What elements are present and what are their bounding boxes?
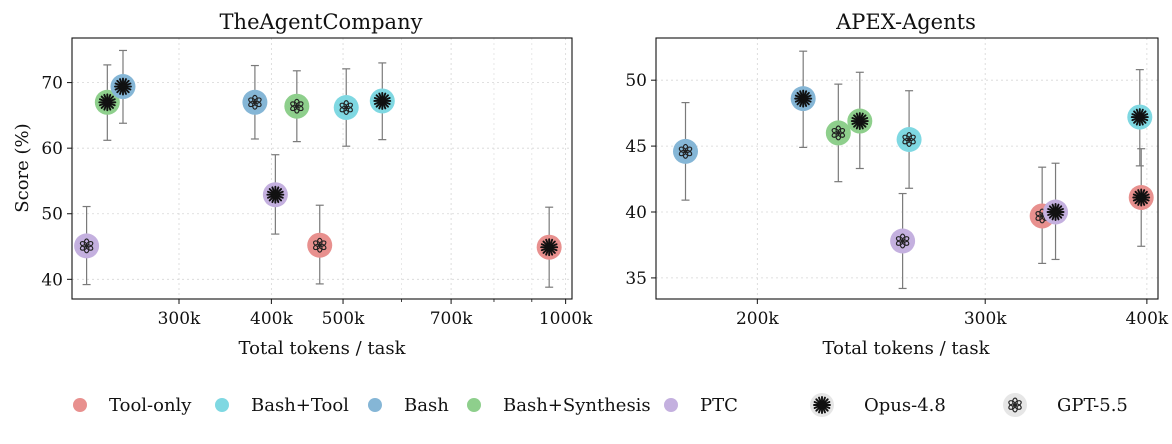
asterisk-icon [373,92,392,110]
point-bash-opus-4-8 [110,49,136,124]
y-tick-label: 45 [625,137,647,157]
legend-item-gpt-5-5: GPT-5.5 [1003,393,1128,417]
point-bash-synthesis-opus-4-8 [847,71,873,170]
legend-item-ptc: PTC [664,395,738,416]
point-bash-synthesis-opus-4-8 [94,64,120,141]
point-bash-gpt-5-5 [242,64,268,140]
legend-swatch [368,398,382,412]
asterisk-icon [850,112,869,130]
point-tool-only-opus-4-8 [536,206,562,288]
y-axis-label: Score (%) [12,123,33,212]
asterisk-icon [813,396,831,414]
point-bash-synthesis-gpt-5-5 [825,83,851,183]
legend-item-bash: Bash [368,395,449,416]
legend-label: Tool-only [109,395,192,416]
legend-label: Bash+Synthesis [503,395,651,416]
point-ptc-opus-4-8 [1043,162,1069,261]
legend-swatch [467,398,481,412]
y-tick-label: 50 [625,71,647,91]
legend-label: GPT-5.5 [1057,395,1128,416]
point-tool-only-opus-4-8 [1128,148,1154,247]
point-bash-tool-gpt-5-5 [896,90,922,189]
plot-frame [71,37,573,300]
plot-frame [655,37,1159,300]
x-tick-label: 1000k [539,309,593,329]
point-bash-tool-opus-4-8 [1127,69,1153,167]
point-ptc-gpt-5-5 [74,205,100,286]
x-tick-label: 700k [430,309,473,329]
asterisk-icon [1046,203,1065,221]
legend: Tool-only Bash+Tool Bash Bash+Synthesis PTC O… [73,393,1128,417]
legend-swatch [215,398,229,412]
x-axis-label: Total tokens / task [823,338,991,359]
asterisk-icon [1132,188,1151,207]
asterisk-icon [540,238,559,257]
x-tick-label: 500k [322,309,365,329]
y-tick-label: 35 [625,269,647,289]
asterisk-icon [794,89,813,108]
point-ptc-opus-4-8 [262,154,288,235]
asterisk-icon [266,185,285,204]
asterisk-icon [1130,108,1149,127]
chart-apex-agents: APEX-Agents 200k 300k 400k 35 40 45 50 Total t… [625,10,1169,359]
legend-item-tool-only: Tool-only [73,395,192,416]
x-tick-label: 400k [1125,309,1168,329]
point-bash-synthesis-gpt-5-5 [284,70,310,143]
legend-label: Bash [404,395,449,416]
y-tick-label: 70 [41,74,63,94]
x-tick-label: 200k [736,309,779,329]
point-bash-tool-opus-4-8 [369,62,395,141]
legend-item-bash-tool: Bash+Tool [215,395,349,416]
y-tick-label: 60 [41,139,63,159]
chart-title: APEX-Agents [835,10,976,34]
point-ptc-gpt-5-5 [890,192,916,290]
x-tick-label: 300k [964,309,1007,329]
point-bash-opus-4-8 [790,50,816,149]
legend-swatch [664,398,678,412]
y-tick-label: 40 [41,270,63,290]
point-bash-tool-gpt-5-5 [333,68,359,147]
point-bash-gpt-5-5 [672,101,698,201]
legend-label: Bash+Tool [251,395,349,416]
legend-label: Opus-4.8 [864,395,946,416]
legend-swatch [73,398,87,412]
point-tool-only-gpt-5-5 [307,204,333,285]
y-tick-label: 50 [41,205,63,225]
x-tick-label: 300k [158,309,201,329]
x-tick-label: 400k [250,309,293,329]
y-tick-label: 40 [625,203,647,223]
legend-label: PTC [700,395,738,416]
legend-item-opus-4-8: Opus-4.8 [810,393,946,417]
legend-item-bash-synthesis: Bash+Synthesis [467,395,651,416]
chart-theagentcompany: TheAgentCompany 300k 400k 500k 700k 1000k 40 5… [12,10,593,359]
asterisk-icon [98,93,117,112]
x-axis-label: Total tokens / task [239,338,407,359]
asterisk-icon [114,77,132,96]
chart-title: TheAgentCompany [220,10,423,34]
